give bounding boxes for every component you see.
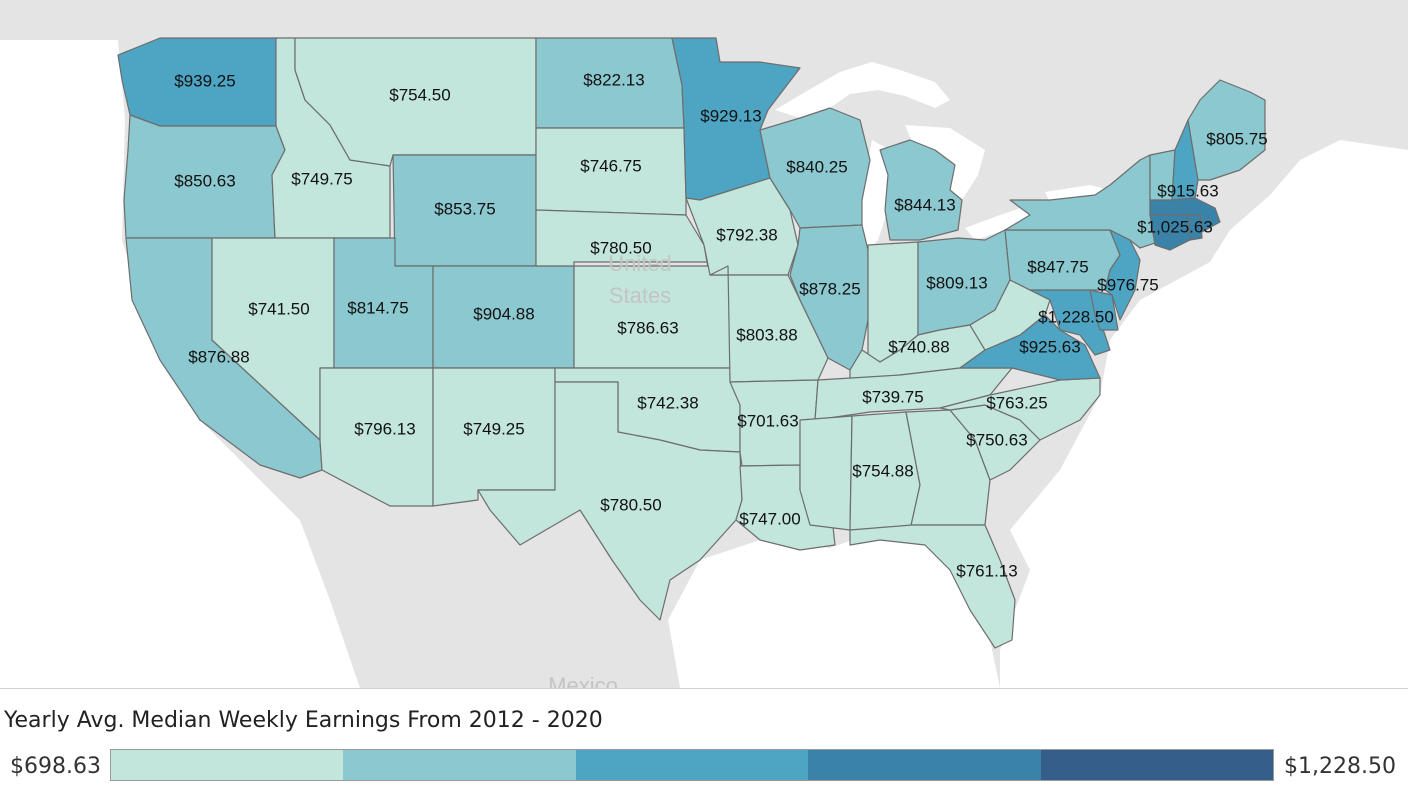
- state-value-label-or: $850.63: [174, 171, 235, 190]
- legend-bin-3: [575, 750, 809, 780]
- state-value-label-nh: $915.63: [1157, 181, 1218, 200]
- country-label-us-2: States: [609, 283, 671, 308]
- state-value-label-nc: $763.25: [986, 393, 1047, 412]
- state-value-label-va: $925.63: [1019, 337, 1080, 356]
- choropleth-map[interactable]: $939.25 $850.63 $876.88 $749.75 $741.50 $754.…: [0, 0, 1408, 688]
- state-value-label-ky: $740.88: [888, 337, 949, 356]
- state-florida[interactable]: [849, 524, 1016, 649]
- atlantic-ocean: [1000, 140, 1408, 688]
- state-value-label-ne: $780.50: [590, 238, 651, 257]
- legend-bin-4: [808, 750, 1041, 780]
- state-value-label-ut: $814.75: [347, 298, 408, 317]
- state-new-jersey[interactable]: [1104, 229, 1141, 321]
- state-value-label-nv: $741.50: [248, 299, 309, 318]
- state-south-dakota[interactable]: [535, 127, 687, 216]
- color-legend: [110, 749, 1274, 781]
- mexico-land: [250, 470, 680, 688]
- state-value-label-mt: $754.50: [389, 85, 450, 104]
- state-value-label-ar: $701.63: [737, 411, 798, 430]
- state-value-label-ok: $742.38: [637, 393, 698, 412]
- state-value-label-nd: $822.13: [583, 70, 644, 89]
- gulf-of-mexico: [668, 530, 1000, 688]
- canada-land: [0, 0, 1408, 215]
- state-value-label-ct: $1,025.63: [1137, 217, 1213, 236]
- state-value-label-oh: $809.13: [926, 273, 987, 292]
- state-value-label-me: $805.75: [1206, 129, 1267, 148]
- lake-erie: [965, 205, 1030, 240]
- state-new-hampshire[interactable]: [1171, 119, 1199, 201]
- state-value-label-az: $796.13: [354, 419, 415, 438]
- lake-superior: [775, 62, 950, 118]
- state-value-label-wa: $939.25: [174, 71, 235, 90]
- state-value-label-sd: $746.75: [580, 156, 641, 175]
- state-value-label-mn: $929.13: [700, 106, 761, 125]
- state-value-label-ks: $786.63: [617, 318, 678, 337]
- state-value-label-wy: $853.75: [434, 199, 495, 218]
- state-michigan[interactable]: [879, 139, 963, 241]
- state-value-label-mi: $844.13: [894, 195, 955, 214]
- state-missouri[interactable]: [709, 265, 829, 383]
- state-value-label-mo: $803.88: [736, 325, 797, 344]
- state-value-label-fl: $761.13: [956, 561, 1017, 580]
- legend-bin-5: [1040, 750, 1274, 780]
- legend-title: Yearly Avg. Median Weekly Earnings From …: [4, 708, 603, 733]
- state-value-label-al: $754.88: [852, 461, 913, 480]
- state-value-label-la: $747.00: [739, 509, 800, 528]
- state-value-label-tx: $780.50: [600, 495, 661, 514]
- country-label-us: United: [608, 251, 672, 276]
- state-value-label-il: $878.25: [799, 279, 860, 298]
- state-north-carolina[interactable]: [939, 377, 1101, 441]
- state-value-label-ca: $876.88: [188, 347, 249, 366]
- state-value-label-co: $904.88: [473, 304, 534, 323]
- state-texas[interactable]: [477, 381, 743, 621]
- state-value-label-nm: $749.25: [463, 419, 524, 438]
- map-view[interactable]: $939.25 $850.63 $876.88 $749.75 $741.50 $754.…: [0, 0, 1408, 689]
- country-label-mexico: Mexico: [548, 673, 618, 688]
- legend-bin-1: [111, 750, 344, 780]
- state-massachusetts[interactable]: [1149, 197, 1221, 233]
- state-value-label-sc: $750.63: [966, 430, 1027, 449]
- state-value-label-md: $1,228.50: [1038, 307, 1114, 326]
- state-delaware[interactable]: [1089, 289, 1119, 331]
- state-value-label-wi: $840.25: [786, 157, 847, 176]
- lake-huron: [905, 125, 985, 200]
- legend-min-value: $698.63: [10, 754, 101, 779]
- state-kansas[interactable]: [573, 265, 741, 369]
- state-wisconsin[interactable]: [759, 107, 871, 229]
- pacific-ocean: [0, 40, 360, 688]
- state-maine[interactable]: [1187, 79, 1266, 181]
- state-value-label-nj: $976.75: [1097, 275, 1158, 294]
- state-mississippi[interactable]: [799, 415, 853, 531]
- state-value-label-id: $749.75: [291, 169, 352, 188]
- state-value-label-tn: $739.75: [862, 387, 923, 406]
- state-value-label-pa: $847.75: [1027, 257, 1088, 276]
- legend-max-value: $1,228.50: [1284, 754, 1396, 779]
- legend-bin-2: [343, 750, 576, 780]
- state-value-label-ia: $792.38: [716, 225, 777, 244]
